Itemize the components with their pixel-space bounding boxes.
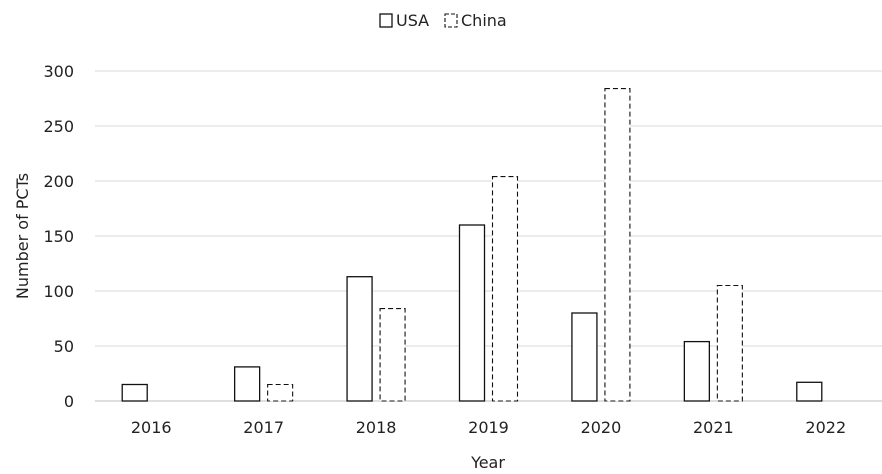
legend-swatch-usa	[379, 13, 393, 28]
bar-china-2019	[491, 176, 519, 402]
y-tick-label: 100	[43, 282, 74, 301]
x-tick-label: 2022	[805, 418, 846, 437]
x-tick-label: 2017	[243, 418, 284, 437]
bar-usa-2017	[233, 366, 261, 402]
y-tick-labels: 0 50 100 150 200 250 300	[43, 62, 74, 411]
x-axis-label: Year	[470, 453, 505, 472]
x-tick-label: 2021	[693, 418, 734, 437]
legend-label-china: China	[461, 11, 507, 30]
legend-swatch-china	[444, 13, 458, 28]
y-tick-label: 50	[54, 337, 74, 356]
y-tick-label: 150	[43, 227, 74, 246]
bar-usa-2018	[346, 276, 373, 402]
y-tick-label: 0	[64, 392, 74, 411]
x-tick-label: 2019	[468, 418, 509, 437]
bar-usa-2021	[683, 340, 711, 402]
bar-china-2021	[716, 284, 743, 402]
gridlines	[95, 70, 882, 402]
x-tick-label: 2016	[131, 418, 172, 437]
legend-label-usa: USA	[396, 11, 429, 30]
bar-usa-2016	[121, 383, 148, 402]
y-tick-label: 300	[43, 62, 74, 81]
y-tick-label: 200	[43, 172, 74, 191]
bar-usa-2019	[458, 224, 486, 402]
bar-china-2018	[379, 308, 406, 402]
bar-china-2020	[604, 88, 631, 402]
bar-china-2017	[267, 383, 294, 402]
x-tick-label: 2018	[356, 418, 397, 437]
x-tick-label: 2020	[581, 418, 622, 437]
bar-usa-2022	[796, 381, 823, 402]
legend: USA China	[379, 11, 507, 30]
x-tick-labels: 2016 2017 2018 2019 2020 2021 2022	[131, 418, 846, 437]
bars	[121, 88, 823, 402]
y-axis-label: Number of PCTs	[13, 173, 32, 299]
bar-usa-2020	[571, 312, 598, 402]
y-tick-label: 250	[43, 117, 74, 136]
